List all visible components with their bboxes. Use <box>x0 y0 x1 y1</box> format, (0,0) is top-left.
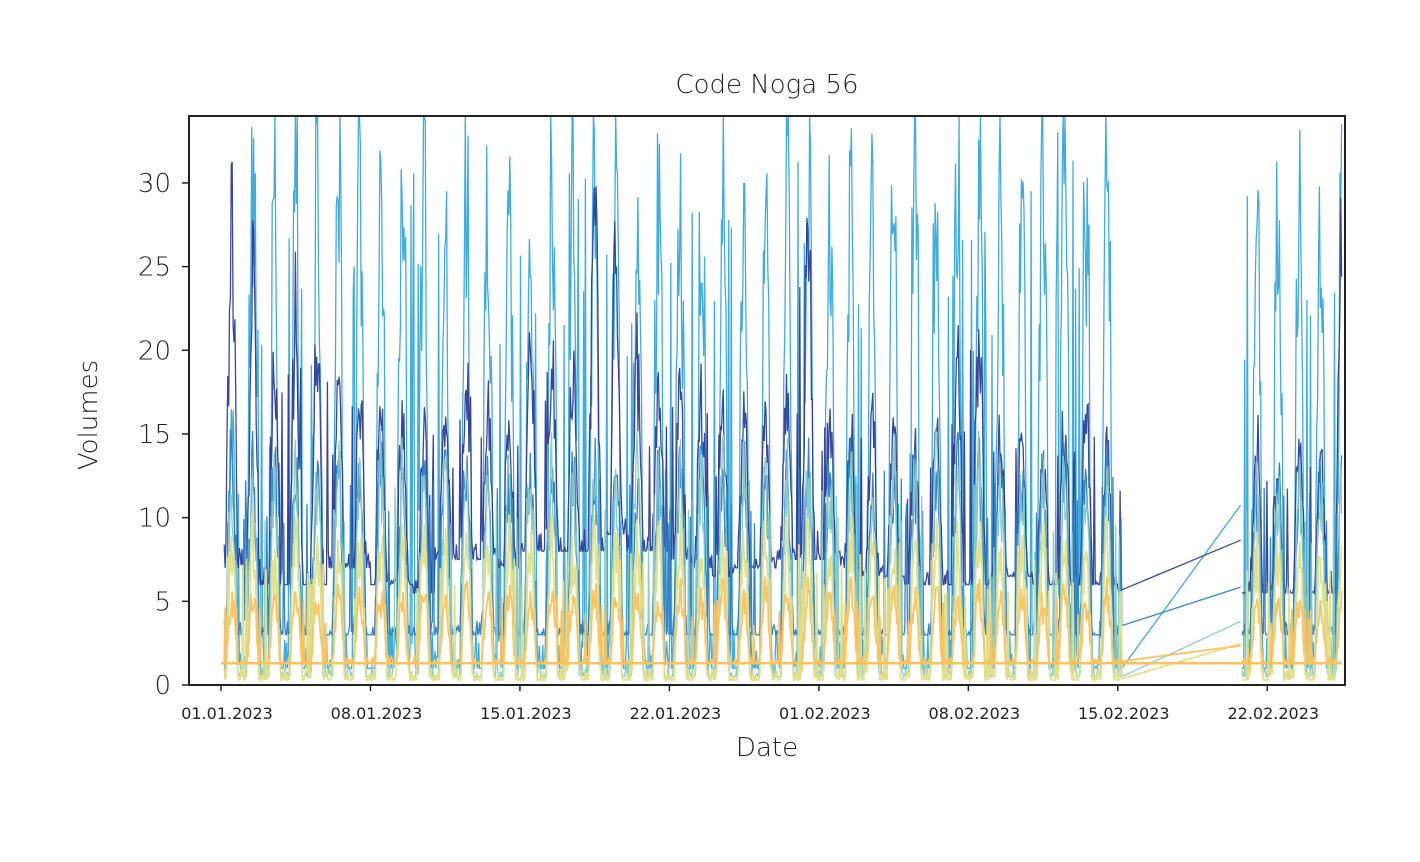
series-line-1 <box>223 116 1343 671</box>
x-tick-label: 08.02.2023 <box>929 704 1021 723</box>
x-axis-label: Date <box>736 733 798 763</box>
y-tick-label: 15 <box>138 420 171 450</box>
plot-frame <box>188 115 1346 686</box>
y-tick-label: 25 <box>138 253 171 283</box>
y-tick-label: 10 <box>138 504 171 534</box>
y-tick-label: 30 <box>138 169 171 199</box>
y-tick-label: 5 <box>154 587 171 617</box>
x-tick-label: 15.01.2023 <box>480 704 572 723</box>
y-axis-ticks: 0 5 10 15 20 25 30 <box>138 169 189 701</box>
x-tick-label: 15.02.2023 <box>1078 704 1170 723</box>
x-tick-label: 01.01.2023 <box>181 704 273 723</box>
series-line-5 <box>223 510 1343 683</box>
x-axis-ticks: 01.01.2023 08.01.2023 15.01.2023 22.01.2023… <box>181 685 1319 723</box>
x-tick-label: 08.01.2023 <box>331 704 423 723</box>
x-tick-label: 01.02.2023 <box>779 704 871 723</box>
series-layer <box>221 116 1343 683</box>
y-tick-label: 0 <box>154 671 171 701</box>
y-axis-label: Volumes <box>74 360 104 470</box>
x-tick-label: 22.02.2023 <box>1227 704 1319 723</box>
y-tick-label: 20 <box>138 336 171 366</box>
series-line-2 <box>223 161 1343 595</box>
x-tick-label: 22.01.2023 <box>630 704 722 723</box>
chart-title: Code Noga 56 <box>675 70 858 100</box>
